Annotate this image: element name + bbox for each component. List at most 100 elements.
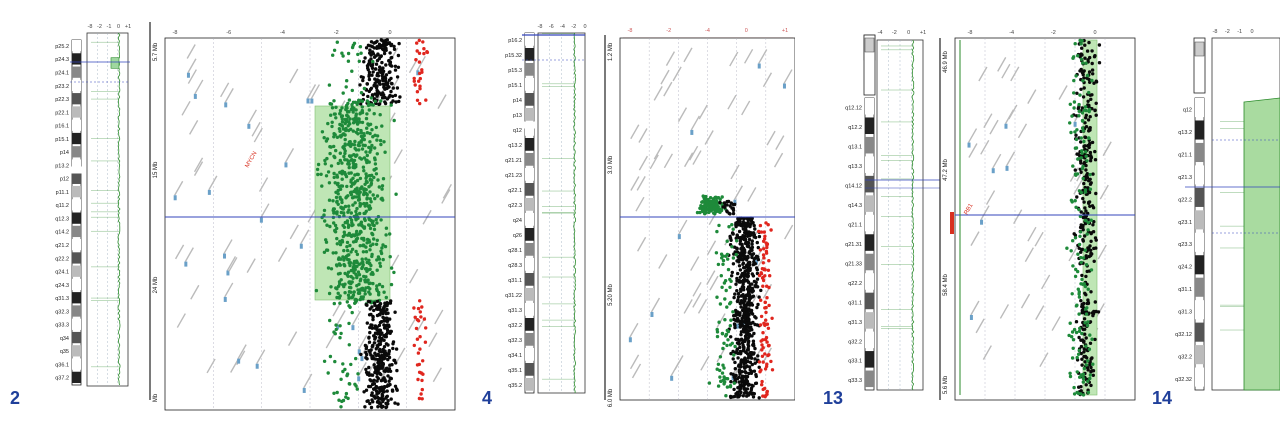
ideogram-band: [72, 318, 81, 330]
data-point: [340, 106, 344, 110]
data-point: [374, 353, 378, 358]
gene-label-mark: [228, 257, 238, 272]
data-point: [387, 59, 391, 63]
data-point: [371, 343, 375, 348]
data-point: [395, 388, 399, 392]
axis-tick-label: 0: [1250, 29, 1253, 35]
data-point: [735, 299, 740, 304]
ideogram-band: [72, 278, 81, 291]
band-label: q28.1: [508, 248, 522, 254]
data-point: [354, 249, 358, 254]
gene-label-mark: [649, 154, 659, 170]
data-point: [729, 318, 733, 322]
data-point: [362, 225, 367, 229]
data-point: [393, 310, 397, 314]
gene-label-mark: [727, 94, 737, 110]
data-point: [356, 172, 360, 177]
axis-tick-label: -8: [1213, 29, 1218, 35]
data-point: [1069, 130, 1073, 135]
data-point: [747, 365, 752, 369]
axis-tick-label: -2: [892, 30, 897, 36]
data-point: [375, 344, 380, 348]
ideogram-band: [525, 198, 534, 211]
data-point: [348, 191, 353, 195]
data-point: [757, 360, 762, 364]
data-point: [358, 176, 363, 181]
band-label: p22.3: [55, 97, 69, 103]
band-label: p16.1: [55, 124, 69, 130]
data-point: [374, 366, 378, 371]
data-point: [385, 353, 389, 358]
ideogram-band: [525, 303, 534, 316]
data-point: [729, 238, 733, 242]
axis-tick-label: -8: [628, 28, 633, 34]
gene-marker: [184, 261, 188, 267]
data-point: [1087, 129, 1091, 133]
gene-label-mark: [174, 180, 184, 196]
data-point: [367, 384, 371, 389]
data-point: [335, 236, 339, 241]
data-point: [348, 233, 352, 237]
data-point: [725, 305, 729, 309]
data-point: [357, 291, 362, 295]
data-point: [375, 307, 379, 311]
data-point: [338, 195, 342, 199]
gene-label-mark: [1027, 226, 1037, 242]
data-point: [387, 379, 391, 383]
data-point: [354, 232, 358, 236]
data-point: [1089, 239, 1093, 243]
axis-tick-label: -1: [107, 24, 112, 30]
data-point: [388, 62, 392, 66]
gene-label-mark: [1073, 179, 1083, 195]
data-point: [332, 221, 336, 225]
data-point: [330, 120, 334, 125]
data-point: [354, 195, 358, 199]
gene-label-mark: [653, 86, 663, 101]
data-point: [731, 211, 736, 216]
data-point: [718, 355, 723, 359]
data-point: [336, 192, 340, 196]
data-point: [367, 261, 372, 266]
data-point: [358, 120, 362, 124]
data-point: [749, 219, 754, 223]
ideogram-band: [525, 228, 534, 241]
data-point: [353, 139, 357, 144]
data-point: [1083, 284, 1088, 289]
data-point: [1073, 130, 1077, 134]
data-point: [742, 383, 746, 387]
data-point: [372, 237, 376, 241]
data-point: [344, 174, 349, 179]
gene-label-mark: [432, 367, 442, 383]
data-point: [326, 371, 330, 375]
data-point: [371, 317, 375, 322]
data-point: [357, 59, 361, 63]
data-point: [367, 70, 372, 75]
data-point: [379, 251, 384, 256]
data-point: [396, 65, 401, 70]
data-point: [748, 368, 752, 372]
data-point: [340, 124, 345, 128]
data-point: [391, 94, 395, 99]
data-point: [738, 393, 742, 397]
data-point: [338, 112, 342, 116]
data-point: [763, 306, 767, 310]
data-point: [735, 348, 739, 353]
band-label: q32.32: [1175, 377, 1192, 383]
data-point: [341, 91, 345, 95]
data-point: [375, 299, 380, 303]
gene-label-mark: [968, 143, 978, 158]
data-point: [338, 129, 342, 133]
data-point: [1082, 347, 1086, 351]
data-point: [1077, 114, 1081, 118]
data-point: [355, 275, 359, 280]
data-point: [368, 190, 372, 194]
data-point: [378, 360, 382, 365]
data-point: [1085, 269, 1089, 274]
data-point: [351, 293, 356, 297]
data-point: [347, 128, 351, 133]
data-point: [340, 206, 344, 211]
data-point: [742, 288, 746, 292]
data-point: [357, 193, 361, 197]
data-point: [365, 241, 369, 245]
data-point: [745, 244, 750, 248]
